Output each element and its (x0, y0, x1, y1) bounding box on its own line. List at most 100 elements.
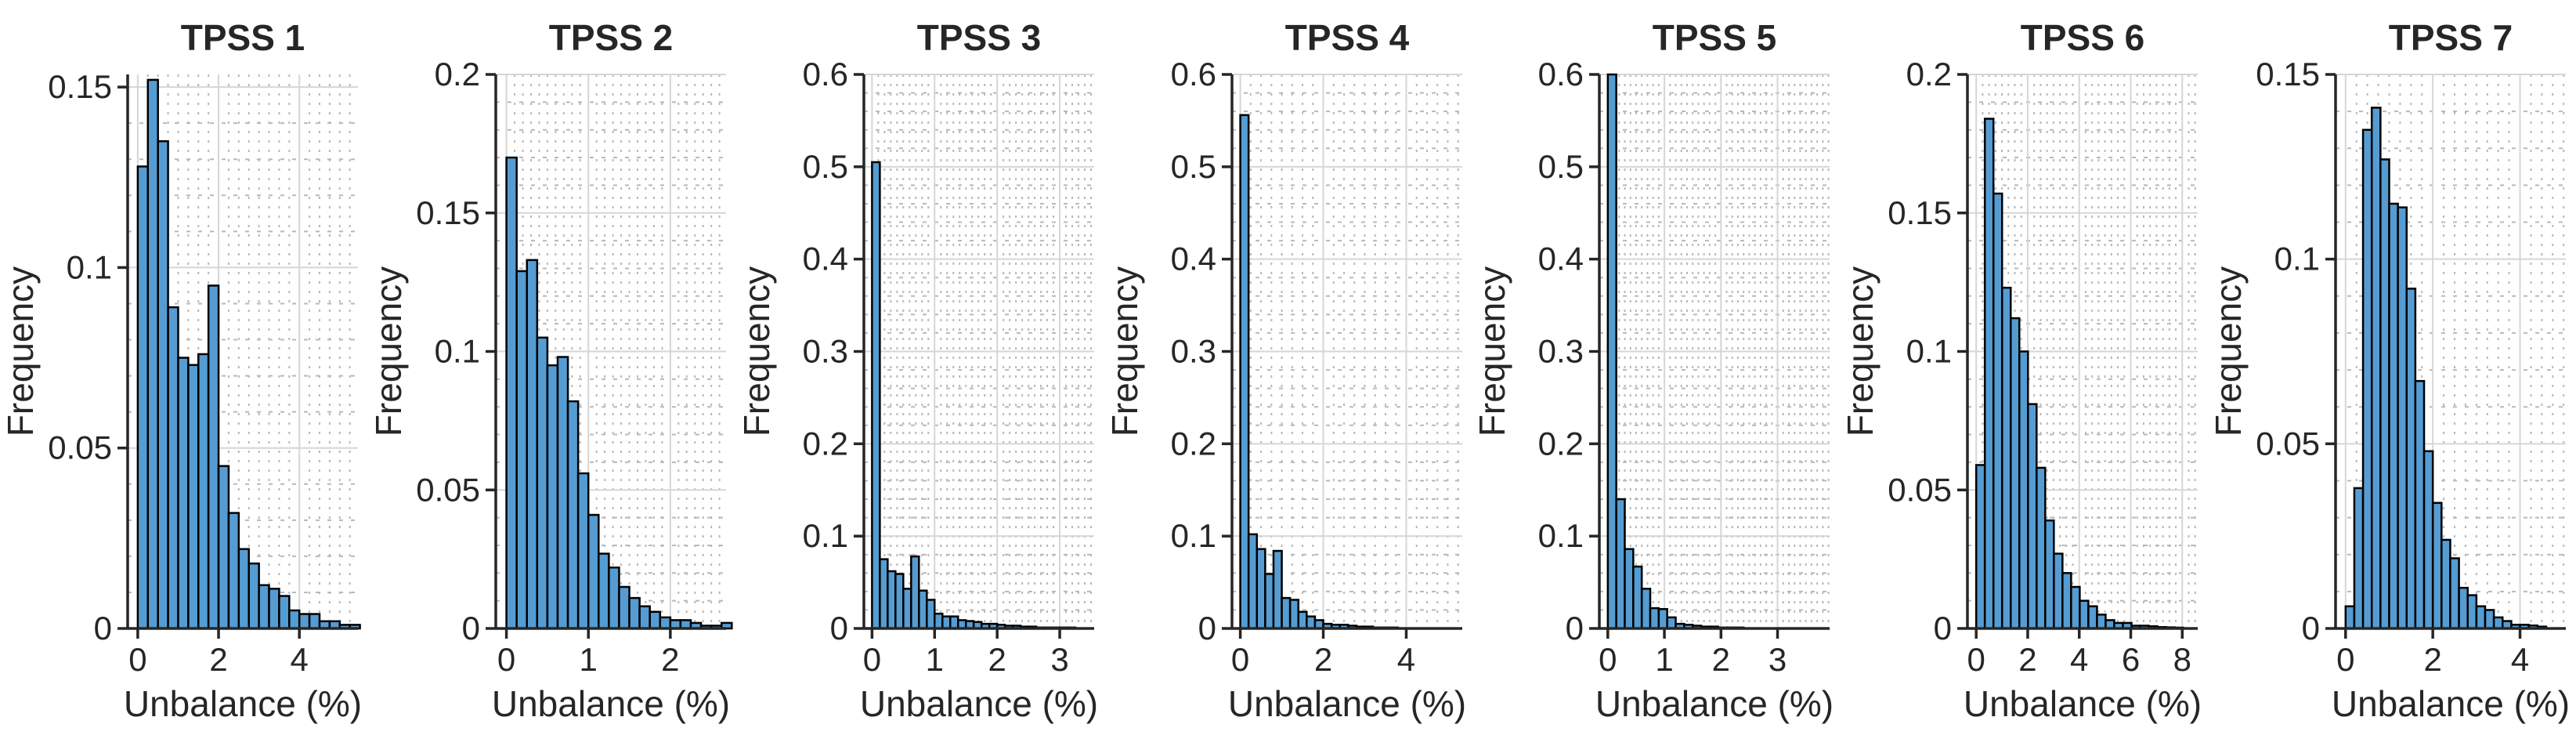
hist-bar (546, 364, 559, 630)
y-tick-label: 0.2 (1538, 425, 1584, 462)
hist-bar (638, 605, 651, 630)
x-tick-label: 2 (661, 641, 679, 678)
y-tick-label: 0.15 (416, 194, 480, 231)
hist-bar (526, 259, 538, 630)
x-tick-label: 1 (579, 641, 597, 678)
y-axis-label: Frequency (2208, 266, 2249, 436)
hist-bar (177, 357, 190, 630)
hist-bar (628, 596, 641, 630)
histogram-panel-tpss-1: 0 2 4 0 0.05 0.1 0.15 TPSS 1 Unbalance (%) Freque… (0, 0, 368, 746)
hist-bar (597, 552, 610, 630)
hist-bar (720, 621, 733, 630)
hist-bar (1272, 549, 1283, 630)
x-axis-label: Unbalance (%) (1964, 683, 2202, 724)
histogram-panel-tpss-5: 0 1 2 3 0 0.1 0.2 0.3 0.4 0.5 0.6 TPSS 5 Unbalance (… (1472, 0, 1841, 746)
y-tick-label: 0.5 (1538, 148, 1584, 185)
y-tick-label: 0.1 (1538, 517, 1584, 554)
hist-bar (1993, 192, 2003, 630)
hist-bar (2344, 605, 2356, 630)
hist-bar (917, 589, 928, 630)
hist-bar (2379, 158, 2390, 630)
hist-bar (2397, 206, 2408, 630)
hist-bar (1255, 548, 1266, 630)
hist-bar (2044, 519, 2055, 630)
hist-bar (146, 78, 159, 630)
x-tick-label: 3 (1050, 641, 1068, 678)
x-axis-label: Unbalance (%) (492, 683, 730, 724)
y-axis-label: Frequency (1472, 266, 1512, 436)
hist-bar (1280, 596, 1291, 630)
hist-bar (1305, 615, 1316, 630)
y-tick-label: 0.5 (1170, 148, 1216, 185)
hist-bar (1288, 599, 1299, 630)
hist-bar (587, 513, 600, 630)
histogram-panel-tpss-2: 0 1 2 0 0.05 0.1 0.15 0.2 TPSS 2 Unbalance (%) Fre… (367, 0, 736, 746)
hist-bar (1657, 608, 1669, 630)
y-tick-label: 0.4 (1170, 241, 1216, 277)
chart-title: TPSS 7 (2389, 17, 2513, 58)
hist-bar (2414, 379, 2426, 630)
hist-bar (505, 156, 518, 630)
y-tick-label: 0.6 (1170, 56, 1216, 92)
histogram-panel-tpss-6: 0 2 4 6 8 0 0.05 0.1 0.15 0.2 TPSS 6 Unbalance (%) F… (1840, 0, 2209, 746)
hist-bar (2431, 502, 2443, 630)
y-tick-label: 0.15 (2256, 56, 2320, 92)
y-axis-label: Frequency (0, 266, 41, 436)
hist-bar (894, 573, 905, 630)
hist-bar (933, 612, 944, 630)
hist-bar (217, 465, 230, 630)
chart-title: TPSS 3 (916, 17, 1041, 58)
hist-bar (607, 566, 620, 630)
hist-bar (1649, 607, 1660, 630)
hist-bar (247, 562, 260, 630)
hist-bar (566, 400, 580, 630)
y-tick-label: 0.2 (1170, 425, 1216, 462)
hist-bar (1666, 616, 1678, 630)
y-tick-label: 0.3 (802, 333, 847, 370)
hist-bar (2087, 605, 2098, 630)
hist-bar (1238, 114, 1249, 630)
hist-bar (909, 555, 920, 630)
hist-bar (2096, 614, 2107, 630)
hist-bar (1632, 565, 1643, 630)
x-tick-label: 4 (2070, 641, 2088, 678)
x-axis-label: Unbalance (%) (124, 683, 362, 724)
histogram-svg: 0 2 4 0 0.05 0.1 0.15 TPSS 1 Unbalance (%) Freque… (0, 17, 362, 724)
hist-bar (207, 284, 220, 630)
histogram-svg: 0 1 2 3 0 0.1 0.2 0.3 0.4 0.5 0.6 TPSS 5 Unbalance (… (1472, 17, 1834, 724)
hist-bar (2422, 450, 2434, 630)
histogram-panel-tpss-3: 0 1 2 3 0 0.1 0.2 0.3 0.4 0.5 0.6 TPSS 3 Unbalance (… (735, 0, 1104, 746)
x-tick-label: 0 (2336, 641, 2354, 678)
y-tick-label: 0.1 (802, 517, 847, 554)
histogram-svg: 0 2 4 0 0.1 0.2 0.3 0.4 0.5 0.6 TPSS 4 Unbalance (%… (1104, 17, 1466, 724)
x-tick-label: 4 (291, 641, 309, 678)
y-tick-label: 0.05 (1888, 471, 1952, 508)
hist-bar (2405, 288, 2417, 630)
hist-bar (227, 512, 240, 630)
y-tick-label: 0.6 (802, 56, 847, 92)
histogram-svg: 0 2 4 0 0.05 0.1 0.15 TPSS 7 Unbalance (%) Freque… (2208, 17, 2570, 724)
hist-bar (901, 588, 912, 630)
histogram-svg: 0 1 2 0 0.05 0.1 0.15 0.2 TPSS 2 Unbalance (%) Fre… (368, 17, 733, 724)
x-tick-label: 0 (862, 641, 880, 678)
x-tick-label: 8 (2173, 641, 2191, 678)
y-tick-label: 0.3 (1538, 333, 1584, 370)
y-tick-label: 0.2 (434, 56, 479, 92)
hist-bar (1297, 610, 1308, 630)
hist-bar (925, 599, 936, 630)
chart-title: TPSS 1 (181, 17, 305, 58)
y-tick-label: 0 (2302, 610, 2320, 646)
y-tick-label: 0.4 (802, 241, 847, 277)
y-tick-label: 0.1 (1906, 333, 1952, 370)
hist-bar (659, 616, 671, 630)
x-tick-label: 2 (2018, 641, 2036, 678)
y-axis-label: Frequency (1840, 266, 1881, 436)
chart-title: TPSS 2 (549, 17, 674, 58)
y-tick-label: 0.6 (1538, 56, 1584, 92)
hist-bar (1641, 588, 1652, 630)
x-tick-label: 2 (988, 641, 1006, 678)
x-tick-label: 0 (1967, 641, 1985, 678)
hist-bar (2388, 202, 2399, 630)
y-tick-label: 0.1 (2274, 241, 2320, 277)
